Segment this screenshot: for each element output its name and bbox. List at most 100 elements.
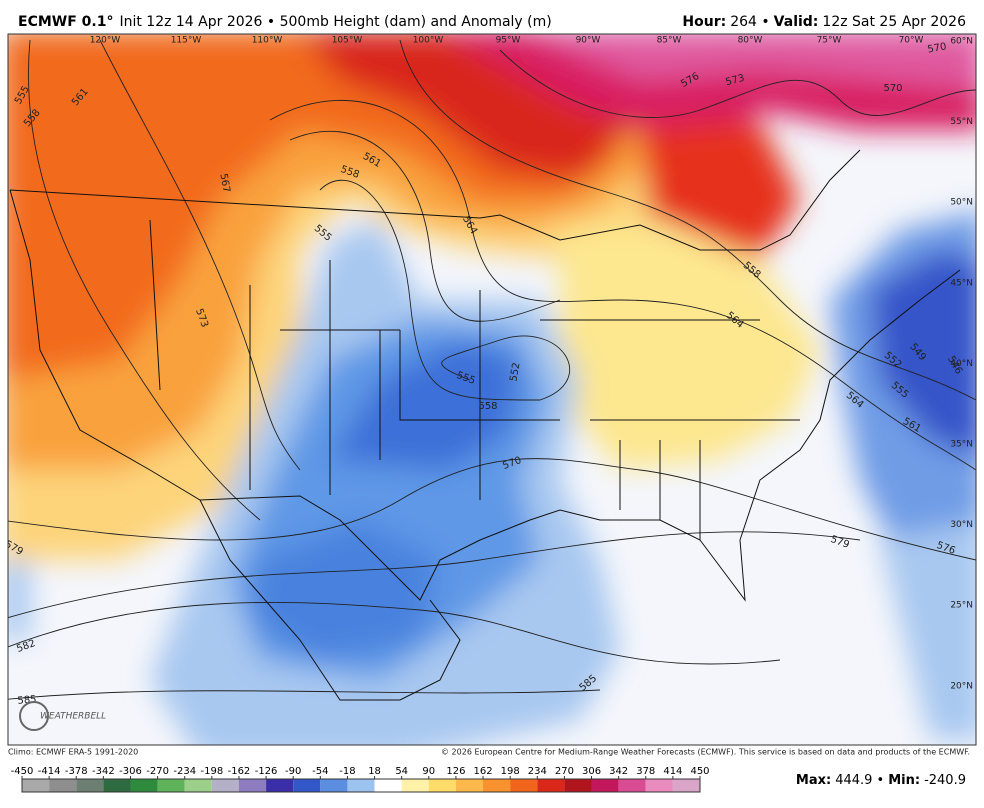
lon-label: 90°W <box>576 36 601 46</box>
lat-label: 20°N <box>950 681 973 691</box>
description: Init 12z 14 Apr 2026 • 500mb Height (dam… <box>119 14 551 30</box>
lon-label: 85°W <box>657 36 682 46</box>
colorbar-tick-label: 306 <box>582 766 601 777</box>
lon-label: 115°W <box>171 36 202 46</box>
colorbar-tick-label: -162 <box>228 766 251 777</box>
colorbar-swatch <box>49 779 77 792</box>
logo: WEATHERBELL <box>40 712 106 722</box>
colorbar-swatch <box>320 779 348 792</box>
logo-mark <box>19 701 49 731</box>
colorbar-tick-label: 450 <box>690 766 709 777</box>
contour-label: 585 <box>17 694 37 707</box>
colorbar-tick-label: -342 <box>92 766 115 777</box>
contour-label: 558 <box>478 401 497 412</box>
colorbar-swatch <box>645 779 673 792</box>
graticule-labels: 120°W 115°W 110°W 105°W 100°W 95°W 90°W 85°W 80°… <box>90 36 973 692</box>
colorbar-swatch <box>211 779 239 792</box>
lon-label: 95°W <box>496 36 521 46</box>
lon-label: 120°W <box>90 36 121 46</box>
map-frame <box>7 33 977 746</box>
colorbar-tick-label: -198 <box>200 766 223 777</box>
colorbar-tick-label: 270 <box>555 766 574 777</box>
colorbar-swatch <box>428 779 456 792</box>
colorbar-swatch <box>401 779 429 792</box>
colorbar-tick-label: 234 <box>528 766 547 777</box>
lat-label: 35°N <box>950 440 973 450</box>
title: ECMWF 0.1° Init 12z 14 Apr 2026 • 500mb H… <box>18 14 552 30</box>
colorbar-swatch <box>76 779 104 792</box>
height-contours <box>8 39 976 700</box>
colorbar-swatch <box>266 779 294 792</box>
colorbar-tick-label: -270 <box>146 766 169 777</box>
colorbar-tick-label: 162 <box>473 766 492 777</box>
colorbar-tick-label: -234 <box>173 766 196 777</box>
colorbar-tick-label: -306 <box>119 766 142 777</box>
colorbar-tick-label: -126 <box>255 766 278 777</box>
colorbar-swatch <box>184 779 212 792</box>
model: ECMWF 0.1° <box>18 14 113 30</box>
contour-label: 570 <box>927 41 948 55</box>
colorbar-swatch <box>374 779 402 792</box>
copyright: © 2026 European Centre for Medium-Range … <box>441 748 970 757</box>
colorbar-swatch <box>22 779 50 792</box>
min: -240.9 <box>924 773 966 788</box>
lon-label: 70°W <box>899 36 924 46</box>
lon-label: 80°W <box>738 36 763 46</box>
lat-label: 50°N <box>950 198 973 208</box>
lat-label: 30°N <box>950 520 973 530</box>
max-min: Max: 444.9 • Min: -240.9 <box>796 773 966 788</box>
lon-label: 100°W <box>413 36 444 46</box>
contour-label: 567 <box>217 173 231 194</box>
contour-label: 570 <box>883 83 902 94</box>
colorbar-tick-label: 198 <box>501 766 520 777</box>
colorbar-swatch <box>537 779 565 792</box>
colorbar-swatch <box>564 779 592 792</box>
colorbar-tick-label: -54 <box>312 766 328 777</box>
colorbar-swatch <box>238 779 267 792</box>
hour-label: Hour: <box>682 14 726 30</box>
colorbar: -450 -414 -378 -342 -306 -270 -234 -198 -162 -126… <box>11 766 710 793</box>
climo-note: Climo: ECMWF ERA-5 1991-2020 <box>8 748 138 757</box>
colorbar-swatch <box>455 779 484 792</box>
lon-label: 110°W <box>252 36 283 46</box>
borders <box>9 149 961 701</box>
lat-label: 55°N <box>950 117 973 127</box>
lon-label: 75°W <box>817 36 842 46</box>
colorbar-tick-label: -90 <box>285 766 301 777</box>
colorbar-tick-label: -18 <box>339 766 355 777</box>
max-label: Max: <box>796 773 831 788</box>
valid-time: Hour: 264 • Valid: 12z Sat 25 Apr 2026 <box>682 14 966 30</box>
colorbar-swatch <box>483 779 511 792</box>
colorbar-swatch <box>510 779 538 792</box>
contour-label: 573 <box>724 73 745 89</box>
colorbar-tick-label: 18 <box>368 766 381 777</box>
colorbar-tick-label: 378 <box>636 766 655 777</box>
lon-label: 105°W <box>332 36 363 46</box>
colorbar-swatch <box>293 779 321 792</box>
colorbar-swatch <box>157 779 185 792</box>
colorbar-tick-label: 342 <box>609 766 628 777</box>
valid: 12z Sat 25 Apr 2026 <box>822 14 966 30</box>
colorbar-swatch <box>347 779 375 792</box>
lat-label: 45°N <box>950 278 973 288</box>
colorbar-tick-label: 90 <box>422 766 435 777</box>
lat-label: 60°N <box>950 37 973 47</box>
colorbar-swatch <box>672 779 700 792</box>
colorbar-tick-label: -414 <box>38 766 61 777</box>
lat-label: 40°N <box>950 359 973 369</box>
contour-label: 552 <box>508 362 522 383</box>
valid-label: Valid: <box>774 14 819 30</box>
anomaly-field <box>8 34 976 745</box>
hour: 264 • <box>730 14 769 30</box>
colorbar-tick-label: 414 <box>663 766 682 777</box>
colorbar-tick-label: 126 <box>446 766 465 777</box>
min-label: Min: <box>888 773 920 788</box>
colorbar-tick-label: -450 <box>11 766 34 777</box>
colorbar-frame <box>21 778 701 793</box>
colorbar-swatch <box>130 779 158 792</box>
colorbar-swatch <box>618 779 646 792</box>
colorbar-swatch <box>103 779 131 792</box>
colorbar-swatch <box>591 779 619 792</box>
